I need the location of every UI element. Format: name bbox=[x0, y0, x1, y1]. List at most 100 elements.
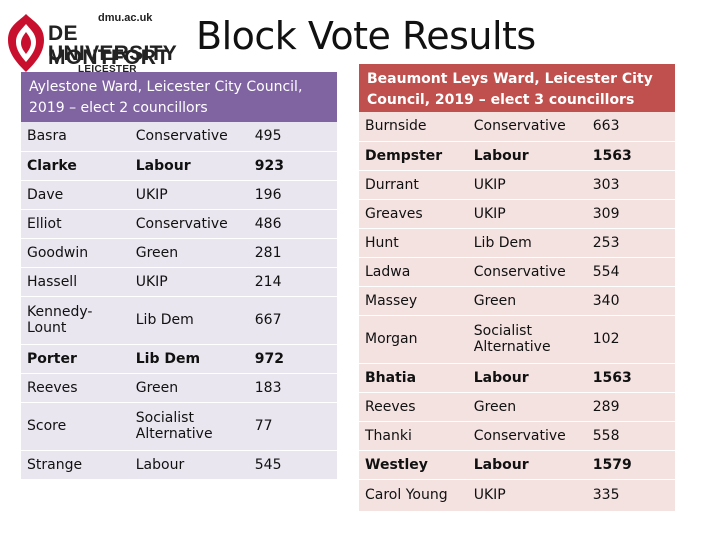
right-table-heading: Beaumont Leys Ward, Leicester City Counc… bbox=[359, 64, 675, 112]
table-row: Elliot Conservative 486 bbox=[21, 209, 337, 239]
candidate-name: Morgan bbox=[359, 315, 468, 364]
vote-count: 554 bbox=[586, 257, 675, 287]
candidate-name: Clarke bbox=[21, 151, 130, 181]
candidate-name: Thanki bbox=[359, 421, 468, 451]
table-row: Hunt Lib Dem 253 bbox=[359, 228, 675, 258]
table-row: Reeves Green 183 bbox=[21, 373, 337, 403]
party-name: Conservative bbox=[129, 209, 249, 239]
party-name: Labour bbox=[129, 450, 249, 480]
table-row: Porter Lib Dem 972 bbox=[21, 344, 337, 374]
table-row: Dempster Labour 1563 bbox=[359, 141, 675, 171]
table-row: Basra Conservative 495 bbox=[21, 122, 337, 152]
vote-count: 309 bbox=[586, 199, 675, 229]
candidate-name: Greaves bbox=[359, 199, 468, 229]
candidate-name: Durrant bbox=[359, 170, 468, 200]
table-row: Carol Young UKIP 335 bbox=[359, 479, 675, 512]
party-name: Lib Dem bbox=[129, 344, 249, 374]
vote-count: 77 bbox=[248, 402, 337, 451]
party-name: UKIP bbox=[467, 479, 587, 512]
party-name: UKIP bbox=[129, 267, 249, 297]
party-name: Socialist Alternative bbox=[129, 402, 249, 451]
candidate-name: Carol Young bbox=[359, 479, 468, 512]
leicester-emblem-icon bbox=[8, 14, 44, 72]
table-row: Hassell UKIP 214 bbox=[21, 267, 337, 297]
vote-count: 1563 bbox=[586, 363, 675, 393]
vote-count: 289 bbox=[586, 392, 675, 422]
vote-count: 663 bbox=[586, 112, 675, 142]
candidate-name: Massey bbox=[359, 286, 468, 316]
candidate-name: Westley bbox=[359, 450, 468, 480]
vote-count: 923 bbox=[248, 151, 337, 181]
candidate-name: Elliot bbox=[21, 209, 130, 239]
table-row: Dave UKIP 196 bbox=[21, 180, 337, 210]
table-row: Burnside Conservative 663 bbox=[359, 112, 675, 142]
candidate-name: Reeves bbox=[359, 392, 468, 422]
party-name: Lib Dem bbox=[129, 296, 249, 345]
left-table-heading: Aylestone Ward, Leicester City Council, … bbox=[21, 72, 337, 122]
page-title: Block Vote Results bbox=[196, 14, 536, 58]
table-row: Clarke Labour 923 bbox=[21, 151, 337, 181]
university-logo: dmu.ac.uk DE MONTFORT UNIVERSITY LEICEST… bbox=[4, 8, 177, 78]
table-row: Bhatia Labour 1563 bbox=[359, 363, 675, 393]
vote-count: 102 bbox=[586, 315, 675, 364]
candidate-name: Hassell bbox=[21, 267, 130, 297]
candidate-name: Reeves bbox=[21, 373, 130, 403]
table-row: Strange Labour 545 bbox=[21, 450, 337, 480]
party-name: Conservative bbox=[467, 257, 587, 287]
candidate-name: Dempster bbox=[359, 141, 468, 171]
beaumont-leys-results-table: Burnside Conservative 663 Dempster Labour 156… bbox=[359, 112, 675, 512]
party-name: Green bbox=[129, 238, 249, 268]
candidate-name: Goodwin bbox=[21, 238, 130, 268]
party-name: Labour bbox=[467, 450, 587, 480]
aylestone-results-table: Basra Conservative 495 Clarke Labour 923 Dave U… bbox=[21, 122, 337, 480]
table-row: Kennedy-Lount Lib Dem 667 bbox=[21, 296, 337, 345]
vote-count: 183 bbox=[248, 373, 337, 403]
party-name: UKIP bbox=[467, 170, 587, 200]
candidate-name: Hunt bbox=[359, 228, 468, 258]
vote-count: 1563 bbox=[586, 141, 675, 171]
vote-count: 495 bbox=[248, 122, 337, 152]
candidate-name: Score bbox=[21, 402, 130, 451]
vote-count: 667 bbox=[248, 296, 337, 345]
logo-line-2: UNIVERSITY bbox=[48, 42, 178, 65]
party-name: Green bbox=[467, 286, 587, 316]
logo-site: dmu.ac.uk bbox=[98, 12, 153, 24]
party-name: Lib Dem bbox=[467, 228, 587, 258]
vote-count: 303 bbox=[586, 170, 675, 200]
vote-count: 196 bbox=[248, 180, 337, 210]
candidate-name: Porter bbox=[21, 344, 130, 374]
party-name: Labour bbox=[467, 141, 587, 171]
table-row: Morgan Socialist Alternative 102 bbox=[359, 315, 675, 364]
party-name: Green bbox=[467, 392, 587, 422]
table-row: Reeves Green 289 bbox=[359, 392, 675, 422]
candidate-name: Bhatia bbox=[359, 363, 468, 393]
vote-count: 558 bbox=[586, 421, 675, 451]
table-row: Thanki Conservative 558 bbox=[359, 421, 675, 451]
candidate-name: Ladwa bbox=[359, 257, 468, 287]
party-name: Labour bbox=[129, 151, 249, 181]
party-name: Labour bbox=[467, 363, 587, 393]
party-name: UKIP bbox=[129, 180, 249, 210]
candidate-name: Kennedy-Lount bbox=[21, 296, 130, 345]
party-name: Conservative bbox=[467, 112, 587, 142]
candidate-name: Strange bbox=[21, 450, 130, 480]
vote-count: 253 bbox=[586, 228, 675, 258]
vote-count: 486 bbox=[248, 209, 337, 239]
table-row: Durrant UKIP 303 bbox=[359, 170, 675, 200]
party-name: UKIP bbox=[467, 199, 587, 229]
vote-count: 335 bbox=[586, 479, 675, 512]
table-row: Greaves UKIP 309 bbox=[359, 199, 675, 229]
table-row: Score Socialist Alternative 77 bbox=[21, 402, 337, 451]
logo-line-1: DE MONTFORT bbox=[48, 22, 170, 69]
vote-count: 545 bbox=[248, 450, 337, 480]
table-row: Ladwa Conservative 554 bbox=[359, 257, 675, 287]
candidate-name: Burnside bbox=[359, 112, 468, 142]
vote-count: 281 bbox=[248, 238, 337, 268]
table-row: Westley Labour 1579 bbox=[359, 450, 675, 480]
party-name: Conservative bbox=[129, 122, 249, 152]
vote-count: 972 bbox=[248, 344, 337, 374]
logo-line-3: LEICESTER bbox=[78, 64, 137, 75]
party-name: Conservative bbox=[467, 421, 587, 451]
vote-count: 1579 bbox=[586, 450, 675, 480]
vote-count: 340 bbox=[586, 286, 675, 316]
